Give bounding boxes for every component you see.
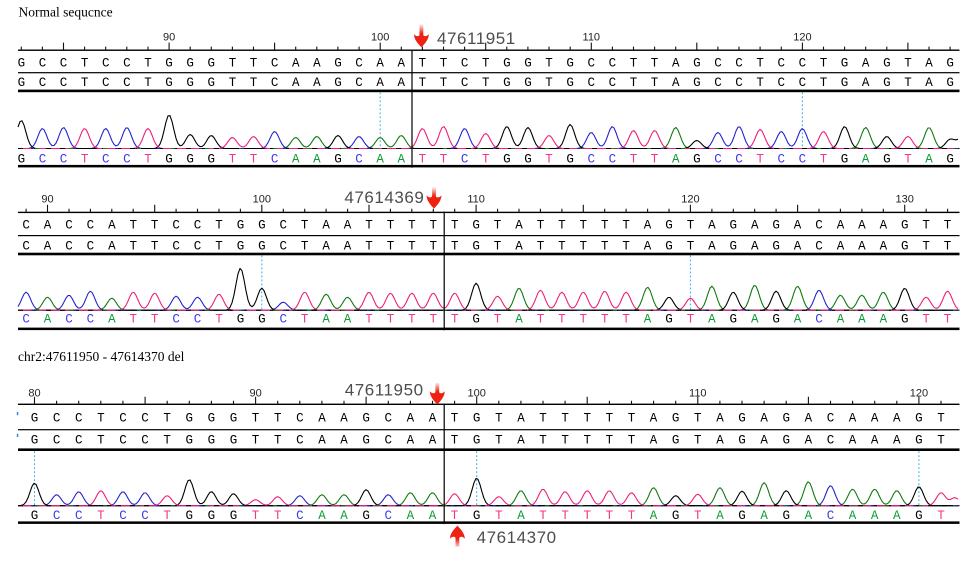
svg-text:100: 100	[468, 388, 486, 400]
svg-text:47614370: 47614370	[477, 528, 557, 547]
svg-text:90: 90	[41, 193, 53, 205]
svg-text:47611950: 47611950	[345, 381, 424, 400]
svg-text:100: 100	[371, 32, 389, 44]
svg-text:130: 130	[896, 193, 914, 205]
svg-text:120: 120	[793, 32, 811, 44]
svg-text:90: 90	[249, 388, 261, 400]
svg-text:GCCTCCTGGGTTCAAGCAATTCTGGTGCCT: GCCTCCTGGGTTCAAGCAATTCTGGTGCCTTAGCCTCCTG…	[18, 76, 954, 90]
svg-text:110: 110	[467, 193, 485, 205]
svg-text:120: 120	[681, 193, 699, 205]
svg-text:47614369: 47614369	[344, 188, 424, 207]
svg-text:120: 120	[910, 388, 928, 400]
svg-text:GCCTCCTGGGTTCAAGCAATTCTGGTGCCT: GCCTCCTGGGTTCAAGCAATTCTGGTGCCTTAGCCTCCTG…	[18, 57, 954, 71]
svg-text:chr2:47611950 - 47614370 del: chr2:47611950 - 47614370 del	[18, 349, 185, 364]
svg-text:80: 80	[28, 388, 40, 400]
svg-text:100: 100	[253, 193, 271, 205]
svg-text:Normal sequcnce: Normal sequcnce	[19, 4, 113, 19]
svg-text:90: 90	[163, 32, 175, 44]
svg-text:110: 110	[689, 388, 707, 400]
svg-text:47611951: 47611951	[437, 29, 516, 48]
svg-text:110: 110	[583, 32, 601, 44]
